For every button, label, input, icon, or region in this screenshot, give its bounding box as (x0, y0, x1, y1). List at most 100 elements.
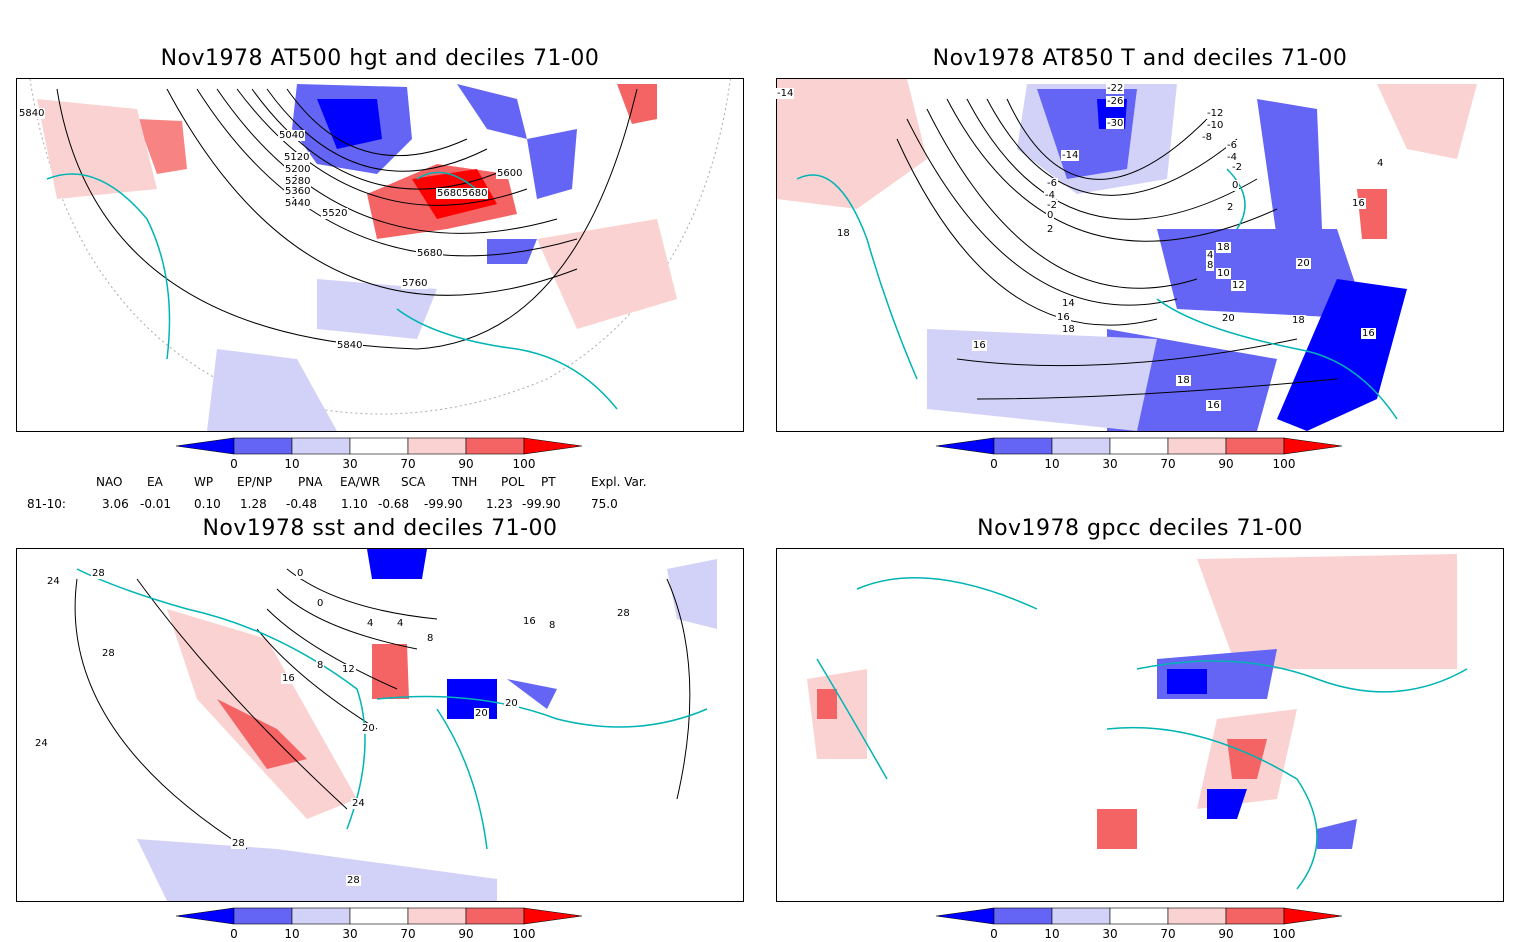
colorbar-tick-label: 100 (1273, 927, 1296, 941)
colorbar-segment (1283, 437, 1343, 455)
index-value: -0.01 (140, 497, 172, 511)
map-panel-gpcc (776, 548, 1504, 902)
colorbar-tick-label: 90 (1218, 457, 1233, 471)
panel-title-t850: Nov1978 AT850 T and deciles 71-00 (932, 46, 1348, 71)
colorbar-segment (233, 437, 293, 455)
index-value: 0.10 (194, 497, 221, 511)
index-value: 3.06 (102, 497, 129, 511)
colorbar-tick-label: 100 (1273, 457, 1296, 471)
map-panel-t850 (776, 78, 1504, 432)
index-header: WP (194, 475, 214, 489)
index-header: EP/NP (237, 475, 273, 489)
decile-shading (137, 119, 187, 174)
decile-shading (1097, 809, 1137, 849)
decile-shading (1167, 669, 1207, 694)
colorbar-segment (1167, 437, 1227, 455)
decile-shading (317, 279, 437, 339)
decile-shading (527, 129, 577, 199)
colorbar-segment (349, 907, 409, 925)
decile-shading (367, 549, 427, 579)
colorbar-segment (1225, 437, 1285, 455)
colorbar-gpcc: 0 10 30 70 90 100 (935, 907, 1346, 942)
decile-shading (207, 349, 337, 431)
colorbar-tick-label: 30 (1102, 927, 1117, 941)
index-header: PT (541, 475, 556, 489)
index-header: EA/WR (340, 475, 381, 489)
colorbar-tick-label: 10 (284, 927, 299, 941)
decile-shading (167, 609, 357, 819)
index-value: 1.23 (486, 497, 513, 511)
panel-title-gpcc: Nov1978 gpcc deciles 71-00 (977, 516, 1303, 541)
coastline (816, 577, 1468, 890)
index-header: TNH (452, 475, 478, 489)
colorbar-tick-label: 70 (1160, 927, 1175, 941)
colorbar-segment (349, 437, 409, 455)
map-panel-sst (16, 548, 744, 902)
decile-shading (1377, 84, 1477, 159)
colorbar-segment (523, 437, 583, 455)
colorbar-segment (407, 437, 467, 455)
colorbar-segment (935, 907, 995, 925)
colorbar-segment (407, 907, 467, 925)
index-header: SCA (401, 475, 426, 489)
decile-shading (1097, 99, 1127, 129)
colorbar-segment (1051, 437, 1111, 455)
colorbar-segment (291, 437, 351, 455)
colorbar-tick-label: 30 (342, 927, 357, 941)
index-value: -0.48 (286, 497, 318, 511)
decile-shading (457, 84, 527, 139)
colorbar-segment (935, 437, 995, 455)
index-value: -99.90 (522, 497, 561, 511)
colorbar-tick-label: 0 (990, 927, 998, 941)
coastline (76, 568, 708, 850)
index-value: 1.28 (240, 497, 267, 511)
decile-shading (37, 99, 157, 199)
colorbar-segment (1051, 907, 1111, 925)
colorbar-tick-label: 100 (513, 927, 536, 941)
colorbar-segment (233, 907, 293, 925)
colorbar-segment (1109, 907, 1169, 925)
map-panel-hgt500 (16, 78, 744, 432)
decile-shading (927, 329, 1157, 431)
decile-shading (1207, 789, 1247, 819)
colorbar-tick-label: 30 (1102, 457, 1117, 471)
decile-shading (1257, 99, 1322, 239)
colorbar-tick-label: 70 (1160, 457, 1175, 471)
colorbar-sst: 0 10 30 70 90 100 (175, 907, 586, 942)
colorbar-segment (1225, 907, 1285, 925)
index-header: PNA (298, 475, 323, 489)
colorbar-segment (175, 437, 235, 455)
colorbar-segment (1109, 437, 1169, 455)
index-header: POL (501, 475, 525, 489)
hemisphere-outline (29, 79, 731, 415)
colorbar-tick-label: 10 (1044, 927, 1059, 941)
index-value: 1.10 (341, 497, 368, 511)
colorbar-t850: 0 10 30 70 90 100 (935, 437, 1346, 472)
colorbar-tick-label: 0 (230, 457, 238, 471)
colorbar-tick-label: 30 (342, 457, 357, 471)
decile-shading (137, 839, 497, 901)
colorbar-tick-label: 0 (230, 927, 238, 941)
panel-title-hgt500: Nov1978 AT500 hgt and deciles 71-00 (160, 46, 600, 71)
colorbar-tick-label: 100 (513, 457, 536, 471)
index-value: 75.0 (591, 497, 618, 511)
decile-shading (507, 679, 557, 709)
decile-shading (487, 239, 537, 264)
index-header: EA (147, 475, 163, 489)
colorbar-hgt500: 0 10 30 70 90 100 (175, 437, 586, 472)
colorbar-tick-label: 70 (400, 927, 415, 941)
colorbar-segment (291, 907, 351, 925)
index-row-label: 81-10: (27, 497, 66, 511)
decile-shading (777, 79, 927, 209)
colorbar-tick-label: 90 (458, 927, 473, 941)
colorbar-segment (175, 907, 235, 925)
colorbar-segment (465, 907, 525, 925)
decile-shading (1197, 554, 1457, 669)
decile-shading (817, 689, 837, 719)
index-value: -0.68 (378, 497, 410, 511)
decile-shading (372, 644, 409, 699)
index-value: -99.90 (424, 497, 463, 511)
decile-shading (537, 219, 677, 329)
decile-shading (1317, 819, 1357, 849)
decile-shading (1277, 279, 1407, 431)
